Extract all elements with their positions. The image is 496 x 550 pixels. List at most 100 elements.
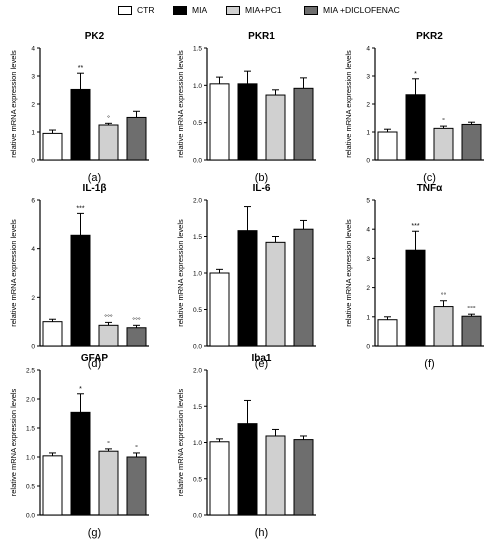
bar-gfap-3: [126, 456, 147, 516]
y-tick-label-il1: 6: [31, 198, 35, 205]
y-tick-label-pk2: 1: [31, 130, 35, 137]
bar-pkr1-0: [209, 83, 230, 161]
legend-item-mia-pc1: MIA+PC1: [226, 4, 282, 16]
chart-title-tnf: TNFα: [417, 183, 443, 194]
bar-pkr2-0: [377, 131, 398, 161]
panel-label-tnf: (f): [424, 358, 434, 370]
bar-il1-2: [98, 324, 119, 347]
y-tick-label-pkr1: 1.0: [193, 83, 202, 90]
y-tick-label-iba1: 1.5: [193, 404, 202, 411]
significance-gfap-1: *: [79, 386, 82, 393]
y-tick-label-tnf: 4: [366, 227, 370, 234]
chart-title-il1: IL-1β: [83, 183, 107, 194]
y-tick-label-pkr2: 1: [366, 130, 370, 137]
chart-title-pk2: PK2: [85, 31, 105, 42]
significance-pk2-2: °: [107, 114, 110, 122]
bar-il1-3: [126, 327, 147, 347]
legend-label-mia-diclofenac: MIA +DICLOFENAC: [323, 5, 400, 15]
significance-tnf-3: °°°: [467, 305, 476, 313]
y-tick-label-pkr1: 1.5: [193, 46, 202, 53]
y-tick-label-pkr2: 4: [366, 46, 370, 53]
y-tick-label-gfap: 2.0: [26, 397, 35, 404]
y-tick-label-iba1: 1.0: [193, 440, 202, 447]
bar-pk2-3: [126, 116, 147, 161]
bar-pkr2-3: [461, 123, 482, 161]
panel-label-iba1: (h): [255, 527, 268, 539]
bar-pk2-2: [98, 124, 119, 161]
legend-label-mia: MIA: [192, 5, 208, 15]
bar-il6-2: [265, 241, 286, 347]
y-tick-label-tnf: 5: [366, 198, 370, 205]
y-tick-label-pkr1: 0.0: [193, 158, 202, 165]
y-tick-label-tnf: 2: [366, 285, 370, 292]
y-tick-label-il6: 1.5: [193, 234, 202, 241]
bar-iba1-0: [209, 441, 230, 516]
significance-pkr2-1: *: [414, 71, 417, 78]
y-tick-label-tnf: 0: [366, 344, 370, 351]
y-tick-label-gfap: 1.5: [26, 426, 35, 433]
y-tick-label-gfap: 0.5: [26, 484, 35, 491]
bar-iba1-2: [265, 435, 286, 516]
y-axis-label-il6: relative mRNA expression levels: [176, 219, 185, 327]
bar-il1-1: [70, 234, 91, 347]
y-tick-label-pk2: 3: [31, 74, 35, 81]
y-axis-label-pkr1: relative mRNA expression levels: [176, 50, 185, 158]
chart-title-pkr1: PKR1: [248, 31, 275, 42]
significance-tnf-1: ***: [411, 223, 419, 230]
y-tick-label-gfap: 2.5: [26, 368, 35, 375]
y-tick-label-pk2: 2: [31, 102, 35, 109]
y-tick-label-gfap: 1.0: [26, 455, 35, 462]
bar-iba1-1: [237, 423, 258, 516]
bar-gfap-2: [98, 450, 119, 516]
y-tick-label-il6: 2.0: [193, 198, 202, 205]
y-tick-label-pk2: 0: [31, 158, 35, 165]
bar-tnf-3: [461, 315, 482, 347]
bar-il6-1: [237, 230, 258, 347]
legend-item-mia-diclofenac: MIA +DICLOFENAC: [304, 4, 400, 16]
panel-label-gfap: (g): [88, 527, 101, 539]
y-tick-label-iba1: 0.0: [193, 513, 202, 520]
y-tick-label-iba1: 2.0: [193, 368, 202, 375]
significance-pkr2-2: °: [442, 117, 445, 125]
y-axis-label-tnf: relative mRNA expression levels: [344, 219, 353, 327]
significance-pk2-1: **: [78, 65, 84, 72]
legend-swatch-mia-diclofenac: [304, 5, 318, 15]
bar-iba1-3: [293, 439, 314, 516]
y-tick-label-il1: 0: [31, 344, 35, 351]
legend-swatch-mia: [173, 5, 187, 15]
y-axis-label-pkr2: relative mRNA expression levels: [344, 50, 353, 158]
bar-il6-0: [209, 272, 230, 347]
y-tick-label-il6: 0.5: [193, 307, 202, 314]
bar-tnf-2: [433, 306, 454, 347]
chart-title-il6: IL-6: [253, 183, 271, 194]
bar-tnf-0: [377, 319, 398, 347]
bar-gfap-0: [42, 455, 63, 516]
y-axis-label-gfap: relative mRNA expression levels: [9, 388, 18, 496]
chart-title-iba1: Iba1: [251, 353, 271, 364]
legend: CTR MIA MIA+PC1 MIA +DICLOFENAC: [0, 0, 496, 20]
significance-tnf-2: °°: [441, 292, 447, 300]
bar-gfap-1: [70, 411, 91, 516]
bar-tnf-1: [405, 249, 426, 347]
legend-item-ctr: CTR: [118, 4, 154, 16]
legend-item-mia: MIA: [173, 4, 207, 16]
significance-il1-3: °°°: [132, 316, 141, 324]
y-tick-label-il6: 1.0: [193, 271, 202, 278]
y-axis-label-iba1: relative mRNA expression levels: [176, 388, 185, 496]
chart-title-gfap: GFAP: [81, 353, 109, 364]
y-tick-label-iba1: 0.5: [193, 476, 202, 483]
significance-il1-2: °°°: [104, 313, 113, 321]
y-axis-label-pk2: relative mRNA expression levels: [9, 50, 18, 158]
legend-swatch-mia-pc1: [226, 5, 240, 15]
legend-label-ctr: CTR: [137, 5, 155, 15]
panel-label-pkr1: (b): [255, 172, 268, 184]
legend-label-mia-pc1: MIA+PC1: [245, 5, 282, 15]
significance-il1-1: ***: [76, 205, 84, 212]
y-tick-label-pkr1: 0.5: [193, 120, 202, 127]
bar-pkr2-1: [405, 94, 426, 161]
y-tick-label-pk2: 4: [31, 46, 35, 53]
y-tick-label-tnf: 3: [366, 256, 370, 263]
y-tick-label-il6: 0.0: [193, 344, 202, 351]
bar-il6-3: [293, 228, 314, 347]
